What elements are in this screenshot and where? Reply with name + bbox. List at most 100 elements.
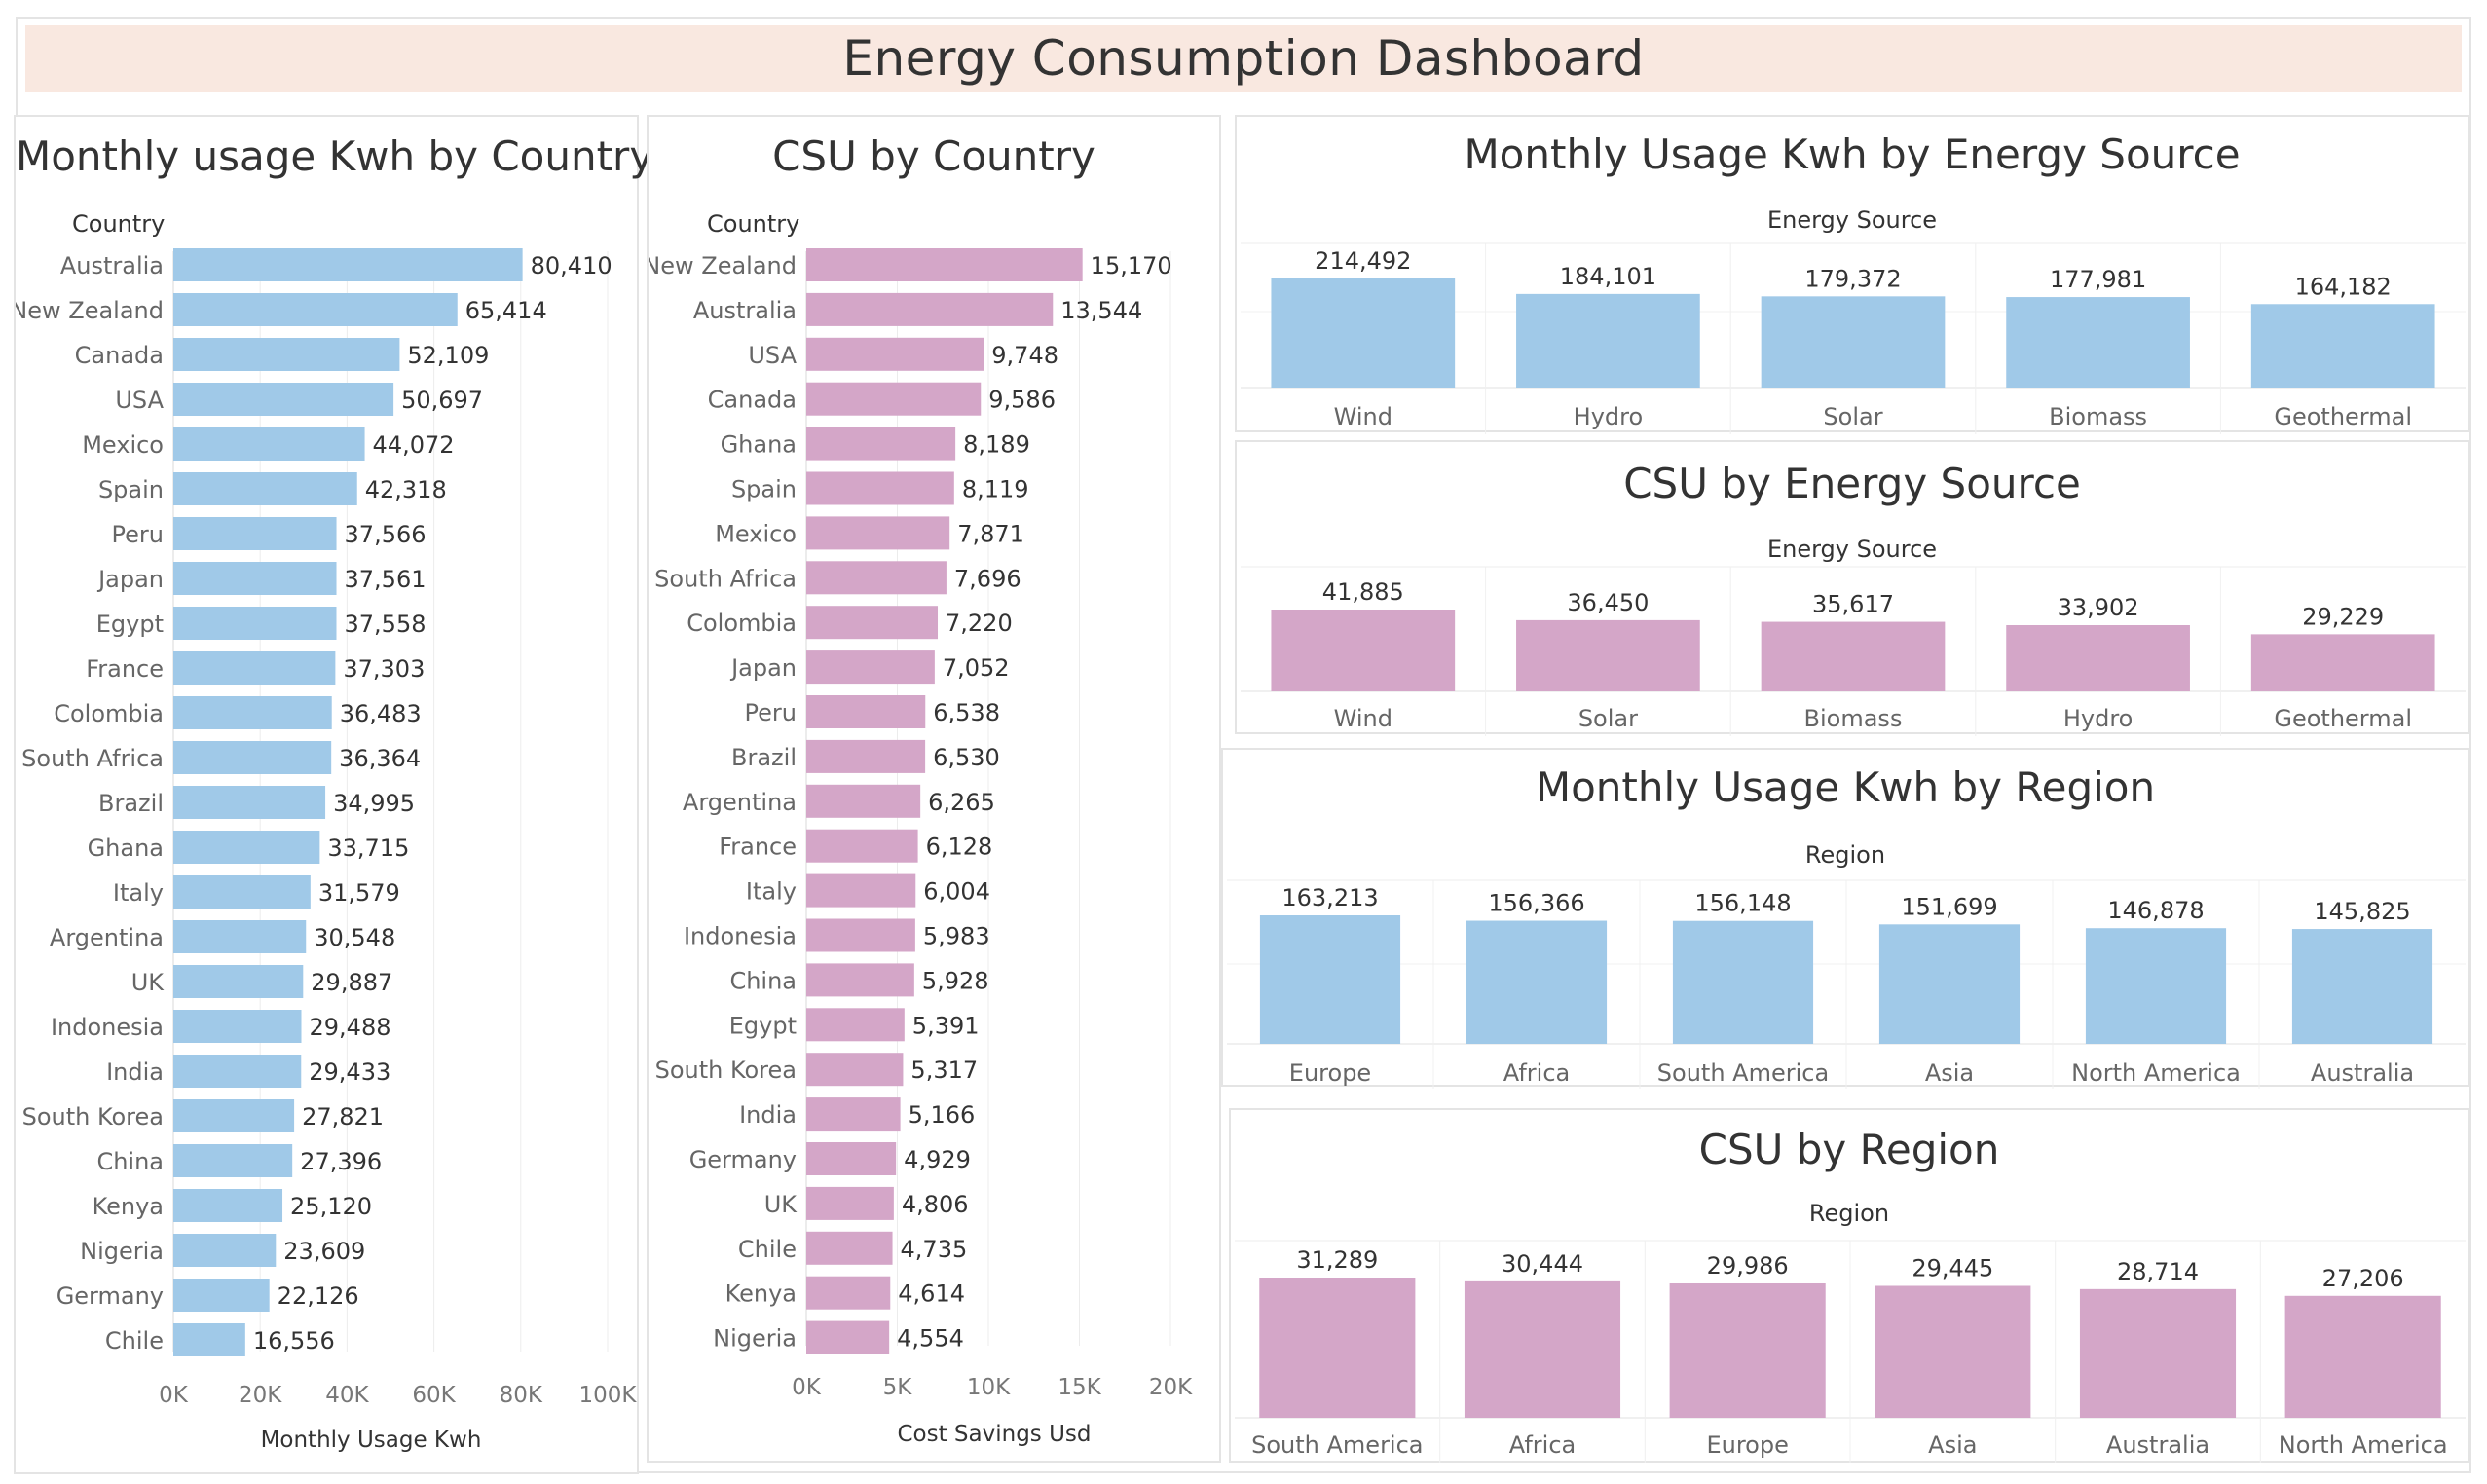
category-label: Europe [1289, 1059, 1371, 1087]
category-label: Geothermal [2274, 403, 2412, 430]
value-label: 36,364 [339, 745, 421, 772]
x-tick-label: 40K [325, 1383, 369, 1408]
bar [1271, 278, 1456, 388]
value-label: 41,885 [1322, 578, 1404, 606]
bar [806, 292, 1054, 326]
category-label: Germany [56, 1282, 164, 1310]
value-label: 7,696 [954, 565, 1021, 592]
dimension-header: Region [1808, 1200, 1890, 1227]
category-label: Argentina [50, 924, 164, 951]
bar [806, 695, 926, 728]
category-label: UK [131, 969, 166, 996]
category-label: Africa [1503, 1059, 1570, 1087]
bar [806, 1186, 894, 1220]
value-label: 5,317 [910, 1057, 978, 1084]
value-label: 13,544 [1060, 297, 1142, 324]
value-label: 15,170 [1091, 252, 1172, 279]
bar [806, 873, 916, 908]
value-label: 29,488 [310, 1014, 391, 1041]
category-label: Australia [60, 252, 164, 279]
category-label: Nigeria [713, 1325, 797, 1353]
value-label: 151,699 [1901, 893, 1997, 920]
bar [806, 1097, 901, 1132]
dimension-header: Region [1804, 841, 1886, 869]
value-label: 36,450 [1567, 589, 1649, 616]
category-label: China [96, 1148, 164, 1175]
value-label: 5,391 [912, 1012, 980, 1039]
x-tick-label: 15K [1058, 1375, 1101, 1400]
category-label: Australia [2106, 1431, 2209, 1459]
x-axis-title: Cost Savings Usd [897, 1422, 1092, 1447]
bar [173, 293, 458, 326]
value-label: 6,530 [933, 744, 1000, 771]
bar [1259, 915, 1401, 1044]
dimension-header: Energy Source [1766, 536, 1938, 563]
chart-title: Monthly Usage Kwh by Energy Source [1464, 130, 2241, 178]
value-label: 5,928 [922, 967, 989, 994]
category-label: China [729, 967, 797, 994]
value-label: 7,871 [957, 520, 1024, 547]
value-label: 184,101 [1560, 263, 1656, 290]
usage-by-region-chart: 163,213 Europe 156,366 Africa 156,148 South A… [1227, 879, 2466, 1089]
category-label: Kenya [725, 1280, 797, 1308]
bar [806, 1320, 890, 1354]
category-label: Argentina [683, 789, 797, 816]
category-label: Asia [1925, 1059, 1974, 1087]
csu-by-country-chart: 0K 5K 10K 15K 20K New Zealand 15,170 Australia 1… [649, 248, 1193, 1400]
bar [173, 1279, 270, 1312]
category-label: Canada [708, 387, 797, 414]
value-label: 25,120 [290, 1193, 372, 1220]
value-label: 50,697 [401, 387, 483, 414]
value-label: 29,986 [1707, 1252, 1789, 1280]
value-label: 30,548 [314, 924, 395, 951]
bar [173, 1234, 277, 1267]
bar [173, 696, 332, 729]
value-label: 9,748 [991, 342, 1058, 369]
value-label: 52,109 [407, 342, 489, 369]
category-label: India [739, 1101, 797, 1129]
category-label: Egypt [96, 611, 164, 638]
category-label: Peru [112, 521, 164, 548]
value-label: 35,617 [1812, 591, 1894, 618]
bar [1672, 920, 1814, 1044]
value-label: 31,579 [318, 879, 400, 907]
value-label: 37,566 [345, 521, 427, 548]
value-label: 6,265 [928, 789, 995, 816]
value-label: 163,213 [1281, 884, 1378, 911]
category-label: Australia [2311, 1059, 2414, 1087]
value-label: 29,433 [309, 1058, 390, 1086]
bar [173, 741, 332, 774]
bar [1516, 293, 1700, 388]
panel-usage-by-country: Monthly usage Kwh by Country Country 0K 2… [14, 115, 653, 1474]
value-label: 4,806 [902, 1191, 969, 1218]
category-label: Hydro [2063, 705, 2134, 732]
category-label: South America [1251, 1431, 1423, 1459]
bar [173, 786, 326, 819]
value-label: 29,445 [1912, 1254, 1993, 1281]
category-label: Wind [1334, 403, 1392, 430]
category-label: New Zealand [649, 252, 797, 279]
value-label: 30,444 [1502, 1250, 1583, 1278]
category-label: Australia [693, 297, 797, 324]
category-label: South Korea [22, 1103, 164, 1131]
bar [173, 427, 365, 461]
bar [173, 472, 357, 505]
bar [173, 562, 337, 595]
value-label: 28,714 [2117, 1258, 2199, 1285]
category-label: Nigeria [80, 1238, 164, 1265]
panel-csu-by-country: CSU by Country Country 0K 5K 10K 15K 20K New … [647, 115, 1221, 1463]
bar [173, 965, 304, 998]
value-label: 8,119 [962, 476, 1029, 503]
value-label: 22,126 [278, 1282, 359, 1310]
x-tick-label: 0K [792, 1375, 822, 1400]
category-label: Indonesia [51, 1014, 164, 1041]
category-label: South Africa [21, 745, 164, 772]
bar [1875, 1285, 2031, 1418]
category-label: Indonesia [684, 923, 797, 950]
panel-csu-by-region: CSU by Region Region 31,289 South America… [1229, 1108, 2469, 1463]
bar [806, 471, 954, 505]
value-label: 164,182 [2295, 273, 2392, 300]
value-label: 27,821 [302, 1103, 384, 1131]
value-label: 29,887 [311, 969, 392, 996]
value-label: 177,981 [2050, 266, 2146, 293]
